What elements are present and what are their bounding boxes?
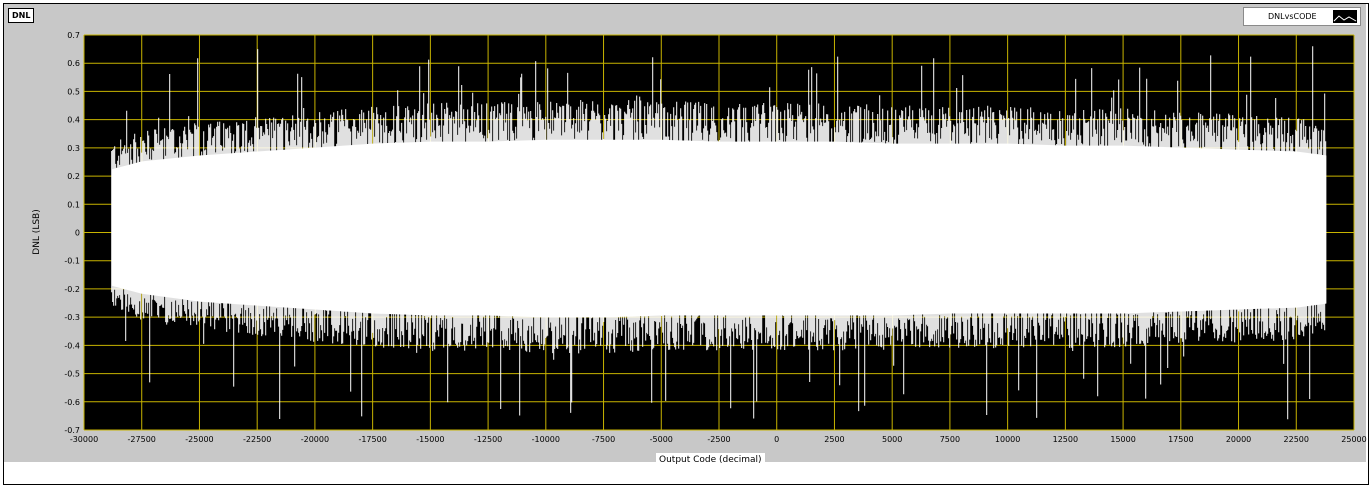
y-tick-label: -0.3 <box>64 313 80 322</box>
y-tick-label: -0.2 <box>64 285 80 294</box>
y-tick-label: 0.2 <box>67 172 80 181</box>
y-axis-label: DNL (LSB) <box>32 209 42 255</box>
x-tick-label: 17500 <box>1168 435 1193 444</box>
y-tick-label: -0.5 <box>64 370 80 379</box>
x-tick-label: 0 <box>774 435 779 444</box>
x-tick-label: -30000 <box>70 435 98 444</box>
plot-legend[interactable]: DNLvsCODE <box>1243 7 1361 26</box>
x-tick-label: 20000 <box>1226 435 1251 444</box>
y-tick-label: 0.7 <box>67 31 80 40</box>
x-tick-label: 25000 <box>1341 435 1366 444</box>
x-tick-label: -10000 <box>532 435 560 444</box>
y-tick-label: -0.6 <box>64 398 80 407</box>
x-tick-label: 5000 <box>882 435 902 444</box>
x-axis-label: Output Code (decimal) <box>656 453 765 468</box>
x-tick-label: -12500 <box>474 435 502 444</box>
y-tick-label: 0.1 <box>67 200 80 209</box>
x-tick-label: 15000 <box>1110 435 1135 444</box>
y-tick-label: -0.1 <box>64 257 80 266</box>
x-tick-label: -15000 <box>416 435 444 444</box>
graph-title: DNL <box>8 8 35 23</box>
x-tick-label: 2500 <box>824 435 844 444</box>
x-tick-label: 7500 <box>940 435 960 444</box>
x-tick-label: -27500 <box>128 435 156 444</box>
y-tick-label: 0 <box>75 229 80 238</box>
y-axis-ticks: 0.7 0.6 0.5 0.4 0.3 0.2 0.1 0 -0.1 -0.2 -0.3 -0.4 -0… <box>64 31 80 435</box>
x-tick-label: -5000 <box>650 435 673 444</box>
y-tick-label: 0.4 <box>67 116 80 125</box>
dnl-trace <box>111 46 1327 420</box>
x-tick-label: -2500 <box>707 435 730 444</box>
y-tick-label: 0.5 <box>67 87 80 96</box>
x-tick-label: 12500 <box>1053 435 1078 444</box>
x-tick-label: -17500 <box>358 435 386 444</box>
x-tick-label: 10000 <box>995 435 1020 444</box>
y-tick-label: -0.7 <box>64 426 80 435</box>
x-tick-label: -7500 <box>592 435 615 444</box>
legend-line-icon <box>1333 10 1357 23</box>
x-tick-label: -20000 <box>301 435 329 444</box>
x-tick-label: 22500 <box>1284 435 1309 444</box>
y-tick-label: 0.6 <box>67 59 80 68</box>
x-axis-ticks: -30000 -27500 -25000 -22500 -20000 -17500 -150… <box>70 435 1367 444</box>
x-tick-label: -25000 <box>185 435 213 444</box>
y-tick-label: -0.4 <box>64 341 80 350</box>
y-tick-label: 0.3 <box>67 144 80 153</box>
legend-label: DNLvsCODE <box>1268 12 1317 21</box>
x-tick-label: -22500 <box>243 435 271 444</box>
